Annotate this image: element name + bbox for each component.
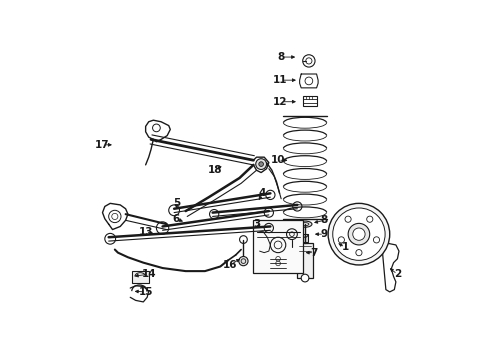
Circle shape: [356, 249, 362, 256]
Circle shape: [373, 237, 380, 243]
Text: 16: 16: [223, 260, 238, 270]
Circle shape: [301, 274, 309, 282]
Text: 3: 3: [253, 219, 260, 229]
Text: 13: 13: [138, 227, 153, 237]
Text: 14: 14: [142, 269, 156, 279]
Bar: [132, 271, 149, 283]
Text: 1: 1: [342, 242, 349, 252]
Circle shape: [259, 162, 264, 166]
Circle shape: [239, 256, 248, 266]
Circle shape: [345, 216, 351, 222]
Text: 8: 8: [320, 215, 328, 225]
Text: 4: 4: [259, 188, 267, 198]
Circle shape: [348, 223, 369, 245]
Circle shape: [353, 228, 365, 240]
Text: 2: 2: [394, 269, 401, 279]
Text: 11: 11: [273, 75, 288, 85]
Text: 15: 15: [138, 287, 153, 297]
Text: 10: 10: [271, 155, 285, 165]
Text: 7: 7: [311, 248, 318, 258]
Circle shape: [256, 159, 267, 170]
Bar: [302, 234, 308, 242]
Text: 17: 17: [95, 140, 110, 150]
Text: 12: 12: [273, 97, 288, 107]
Bar: [297, 243, 313, 278]
Circle shape: [367, 216, 373, 222]
Text: 9: 9: [321, 229, 328, 239]
Circle shape: [333, 208, 385, 260]
Circle shape: [328, 203, 390, 265]
Ellipse shape: [298, 221, 312, 227]
Circle shape: [338, 237, 344, 243]
Bar: [253, 220, 303, 273]
Bar: [303, 95, 317, 106]
Text: 6: 6: [173, 214, 180, 224]
Text: 18: 18: [208, 165, 222, 175]
Text: 5: 5: [173, 198, 180, 208]
Text: 8: 8: [277, 52, 285, 62]
